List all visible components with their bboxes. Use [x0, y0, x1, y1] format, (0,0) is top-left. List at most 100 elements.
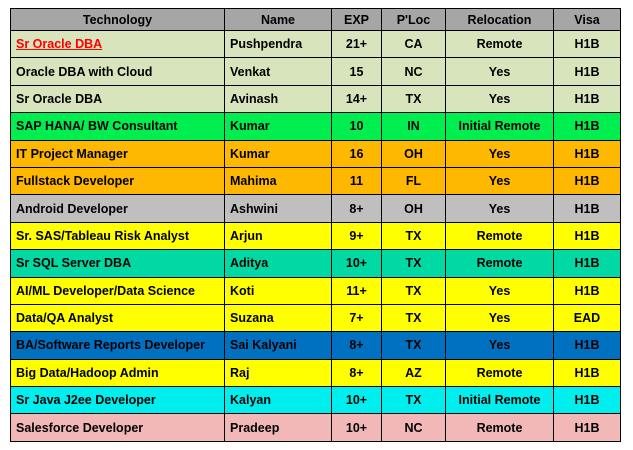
table-cell: AI/ML Developer/Data Science	[10, 276, 225, 305]
table-cell: 8+	[331, 194, 382, 223]
table-cell: 15	[331, 57, 382, 86]
table-row: Sr. SAS/Tableau Risk Analyst Arjun 9+ TX Rem…	[10, 221, 621, 251]
table-cell: Data/QA Analyst	[10, 303, 225, 333]
table-cell: H1B	[553, 29, 621, 59]
table-cell: Yes	[445, 84, 554, 114]
table-cell: H1B	[553, 57, 621, 86]
table-body: Sr Oracle DBA Pushpendra 21+ CA Remote H1B Ora…	[10, 29, 621, 442]
column-header: Name	[224, 8, 332, 31]
table-cell: TX	[381, 386, 446, 415]
table-cell: H1B	[553, 331, 621, 360]
table-cell: Sr Oracle DBA	[10, 29, 225, 59]
table-cell: 10	[331, 112, 382, 141]
table-cell: Avinash	[224, 84, 332, 114]
column-header: Technology	[10, 8, 225, 31]
table-cell: H1B	[553, 386, 621, 415]
table-cell: Pushpendra	[224, 29, 332, 59]
table-cell: Remote	[445, 413, 554, 442]
table-cell: Sr SQL Server DBA	[10, 249, 225, 278]
table-cell: FL	[381, 166, 446, 196]
table-cell: TX	[381, 303, 446, 333]
table-cell: H1B	[553, 84, 621, 114]
table-row: IT Project Manager Kumar 16 OH Yes H1B	[10, 139, 621, 168]
table-cell: Remote	[445, 249, 554, 278]
table-row: Data/QA Analyst Suzana 7+ TX Yes EAD	[10, 303, 621, 333]
table-cell: 9+	[331, 221, 382, 251]
table-cell: H1B	[553, 139, 621, 168]
table-row: Oracle DBA with Cloud Venkat 15 NC Yes H1B	[10, 57, 621, 86]
table-row: SAP HANA/ BW Consultant Kumar 10 IN Initial …	[10, 112, 621, 141]
table-cell: 11	[331, 166, 382, 196]
table-cell: Ashwini	[224, 194, 332, 223]
table-cell: TX	[381, 276, 446, 305]
table-cell: Remote	[445, 29, 554, 59]
table-cell: BA/Software Reports Developer	[10, 331, 225, 360]
table-row: AI/ML Developer/Data Science Koti 11+ TX Yes…	[10, 276, 621, 305]
table-cell: Aditya	[224, 249, 332, 278]
table-cell: AZ	[381, 358, 446, 388]
table-cell: Remote	[445, 358, 554, 388]
table-cell: Kumar	[224, 139, 332, 168]
table-cell: H1B	[553, 358, 621, 388]
table-cell: Initial Remote	[445, 112, 554, 141]
table-cell: CA	[381, 29, 446, 59]
table-cell: Yes	[445, 57, 554, 86]
table-cell: TX	[381, 84, 446, 114]
table-row: Android Developer Ashwini 8+ OH Yes H1B	[10, 194, 621, 223]
table-cell: 8+	[331, 358, 382, 388]
table-cell: 8+	[331, 331, 382, 360]
table-cell: Yes	[445, 331, 554, 360]
table-cell: 7+	[331, 303, 382, 333]
table-row: Fullstack Developer Mahima 11 FL Yes H1B	[10, 166, 621, 196]
table-cell: IT Project Manager	[10, 139, 225, 168]
table-cell: Sr Java J2ee Developer	[10, 386, 225, 415]
table-cell: Sr Oracle DBA	[10, 84, 225, 114]
column-header: Relocation	[445, 8, 554, 31]
table-cell: Yes	[445, 166, 554, 196]
table-cell: 10+	[331, 413, 382, 442]
table-row: Sr SQL Server DBA Aditya 10+ TX Remote H1B	[10, 249, 621, 278]
table-row: Sr Oracle DBA Pushpendra 21+ CA Remote H1B	[10, 29, 621, 59]
table-cell: NC	[381, 57, 446, 86]
table-cell: TX	[381, 221, 446, 251]
table-cell: NC	[381, 413, 446, 442]
table-cell: 21+	[331, 29, 382, 59]
table-cell: Initial Remote	[445, 386, 554, 415]
table-row: Sr Oracle DBA Avinash 14+ TX Yes H1B	[10, 84, 621, 114]
table-cell: Raj	[224, 358, 332, 388]
table-cell: H1B	[553, 112, 621, 141]
table-cell: 16	[331, 139, 382, 168]
table-cell: OH	[381, 139, 446, 168]
table-row: Salesforce Developer Pradeep 10+ NC Remote H1…	[10, 413, 621, 442]
table-cell: H1B	[553, 276, 621, 305]
candidate-table: Technology Name EXP P'Loc Relocation Visa Sr …	[10, 8, 621, 442]
table-row: BA/Software Reports Developer Sai Kalyani…	[10, 331, 621, 360]
table-cell: EAD	[553, 303, 621, 333]
table-header: Technology Name EXP P'Loc Relocation Visa	[10, 8, 621, 31]
table-cell: Yes	[445, 139, 554, 168]
table-cell: Pradeep	[224, 413, 332, 442]
table-cell: SAP HANA/ BW Consultant	[10, 112, 225, 141]
table-cell: TX	[381, 331, 446, 360]
table-cell: Arjun	[224, 221, 332, 251]
table-cell: Yes	[445, 276, 554, 305]
table-cell: Sai Kalyani	[224, 331, 332, 360]
table-cell: H1B	[553, 249, 621, 278]
table-cell: Mahima	[224, 166, 332, 196]
table-cell: H1B	[553, 413, 621, 442]
table-cell: Remote	[445, 221, 554, 251]
table-cell: Yes	[445, 303, 554, 333]
table-cell: Venkat	[224, 57, 332, 86]
table-cell: Big Data/Hadoop Admin	[10, 358, 225, 388]
table-cell: Fullstack Developer	[10, 166, 225, 196]
table-cell: Koti	[224, 276, 332, 305]
table-cell: H1B	[553, 166, 621, 196]
table-cell: H1B	[553, 221, 621, 251]
table-cell: Suzana	[224, 303, 332, 333]
table-row: Big Data/Hadoop Admin Raj 8+ AZ Remote H1B	[10, 358, 621, 388]
table-cell: Oracle DBA with Cloud	[10, 57, 225, 86]
table-row: Sr Java J2ee Developer Kalyan 10+ TX Initial…	[10, 386, 621, 415]
table-cell: 11+	[331, 276, 382, 305]
table-cell: H1B	[553, 194, 621, 223]
